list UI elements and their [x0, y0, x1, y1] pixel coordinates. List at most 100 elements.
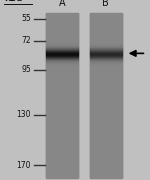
Bar: [46, 137, 78, 138]
Bar: [46, 129, 78, 130]
Bar: [46, 49, 78, 50]
Bar: [90, 110, 122, 111]
Bar: [90, 71, 122, 72]
Bar: [46, 93, 78, 94]
Bar: [90, 117, 122, 118]
Bar: [90, 43, 122, 44]
Bar: [90, 100, 122, 101]
Bar: [46, 79, 78, 80]
Bar: [46, 144, 78, 145]
Bar: [90, 52, 122, 53]
Bar: [90, 168, 122, 169]
Bar: [90, 172, 122, 173]
Bar: [90, 57, 122, 58]
Bar: [90, 124, 122, 125]
Bar: [90, 138, 122, 139]
Bar: [46, 109, 78, 110]
Bar: [90, 34, 122, 35]
Bar: [46, 148, 78, 149]
Bar: [46, 20, 78, 21]
Bar: [90, 114, 122, 115]
Bar: [90, 154, 122, 155]
Text: 130: 130: [16, 110, 31, 119]
Bar: [46, 123, 78, 124]
Bar: [46, 31, 78, 32]
Bar: [46, 120, 78, 121]
Bar: [46, 172, 78, 173]
Bar: [46, 165, 78, 166]
Bar: [46, 103, 78, 104]
Bar: [90, 97, 122, 98]
Bar: [46, 164, 78, 165]
Bar: [90, 152, 122, 153]
Bar: [46, 110, 78, 111]
Bar: [90, 77, 122, 78]
Bar: [46, 146, 78, 147]
Bar: [90, 40, 122, 41]
Bar: [46, 90, 78, 91]
Bar: [46, 128, 78, 129]
Bar: [46, 118, 78, 119]
Bar: [90, 19, 122, 20]
Bar: [90, 146, 122, 147]
Bar: [46, 82, 78, 83]
Bar: [46, 32, 78, 33]
Bar: [90, 126, 122, 127]
Bar: [46, 81, 78, 82]
Bar: [46, 156, 78, 157]
Bar: [46, 23, 78, 24]
Bar: [46, 122, 78, 123]
Bar: [90, 18, 122, 19]
Bar: [46, 126, 78, 127]
Bar: [46, 72, 78, 73]
Bar: [46, 86, 78, 87]
Bar: [46, 114, 78, 115]
Bar: [46, 162, 78, 163]
Bar: [46, 46, 78, 47]
Bar: [46, 92, 78, 93]
Bar: [46, 61, 78, 62]
Bar: [46, 14, 78, 15]
Bar: [46, 151, 78, 152]
Bar: [90, 171, 122, 172]
Bar: [90, 21, 122, 22]
Bar: [46, 159, 78, 160]
Bar: [46, 115, 78, 116]
Bar: [46, 163, 78, 164]
Bar: [90, 85, 122, 86]
Bar: [90, 131, 122, 132]
Bar: [46, 132, 78, 133]
Bar: [46, 54, 78, 55]
Bar: [46, 43, 78, 44]
Bar: [46, 142, 78, 143]
Bar: [90, 61, 122, 62]
Bar: [90, 62, 122, 63]
Bar: [46, 100, 78, 101]
Bar: [90, 35, 122, 36]
Text: KDa: KDa: [4, 0, 23, 3]
Bar: [46, 108, 78, 109]
Bar: [90, 167, 122, 168]
Bar: [90, 145, 122, 146]
Bar: [90, 106, 122, 107]
Bar: [90, 22, 122, 23]
Bar: [46, 167, 78, 168]
Bar: [90, 176, 122, 177]
Bar: [46, 127, 78, 128]
Bar: [46, 36, 78, 37]
Bar: [90, 94, 122, 95]
Bar: [90, 109, 122, 110]
Bar: [46, 19, 78, 20]
Bar: [90, 112, 122, 113]
Bar: [46, 145, 78, 146]
Bar: [46, 106, 78, 107]
Bar: [46, 130, 78, 131]
Bar: [46, 74, 78, 75]
Bar: [90, 134, 122, 135]
Bar: [90, 151, 122, 152]
Bar: [90, 89, 122, 90]
Bar: [90, 72, 122, 73]
Bar: [90, 113, 122, 114]
Text: B: B: [102, 0, 109, 8]
Bar: [46, 57, 78, 58]
